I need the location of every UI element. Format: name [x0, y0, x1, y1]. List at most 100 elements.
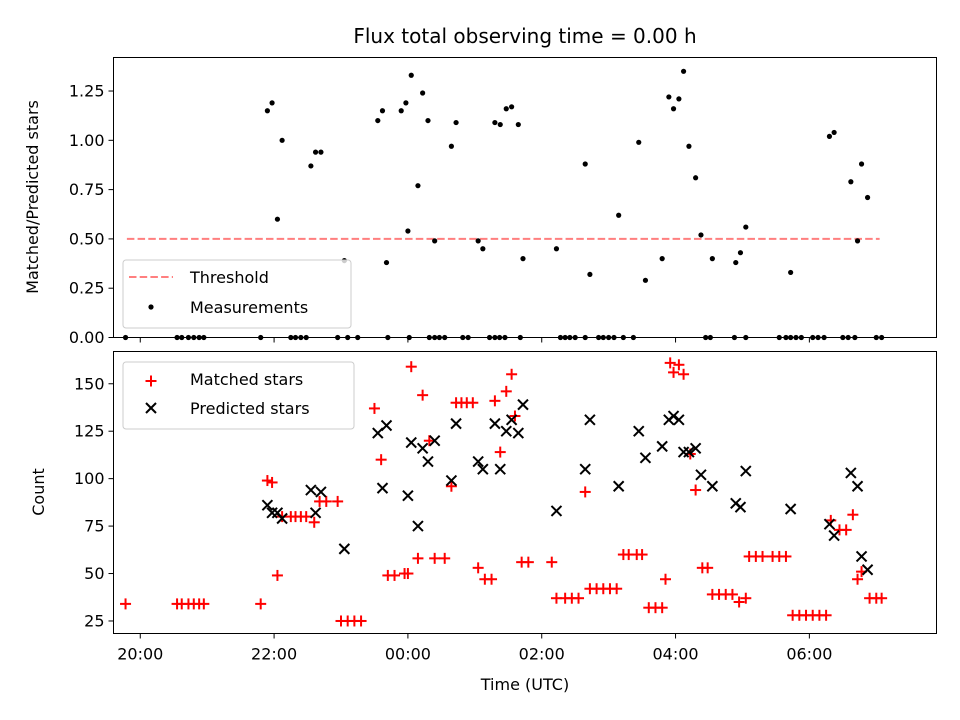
top-plot-frame: [113, 57, 937, 338]
legend-measurements-swatch: [148, 304, 154, 310]
matched-star-point: [847, 509, 859, 521]
predicted-star-point: [376, 482, 389, 494]
measurement-point: [383, 259, 390, 266]
bottom-xtick-label: 22:00: [251, 645, 297, 664]
matched-star-point: [402, 568, 414, 580]
matched-star-point: [579, 486, 591, 498]
matched-star-point: [271, 569, 283, 581]
matched-star-point: [573, 592, 585, 604]
top-panel: 0.00 0.25 0.50 0.75 1.00 1.25 Matched/Predict…: [23, 57, 937, 347]
bottom-plot-frame: [113, 351, 937, 634]
legend-matched-label: Matched stars: [190, 370, 303, 389]
matched-star-point: [412, 552, 424, 564]
measurement-point: [686, 143, 692, 149]
measurement-point: [848, 179, 854, 185]
predicted-star-point: [380, 419, 393, 432]
predicted-star-point: [740, 465, 752, 477]
matched-star-point: [876, 592, 888, 604]
bottom-ytick-label: 25: [84, 611, 104, 630]
measurement-point: [403, 100, 409, 106]
top-legend: Threshold Measurements: [122, 259, 352, 329]
predicted-star-point: [689, 442, 702, 454]
measurements-series: [122, 68, 885, 341]
measurement-point: [788, 269, 794, 276]
measurement-point: [398, 108, 404, 114]
bottom-ytick-label: 125: [74, 422, 105, 441]
predicted-star-point: [633, 425, 645, 437]
measurement-point: [659, 256, 665, 262]
matched-star-point: [546, 556, 558, 568]
legend-threshold-label: Threshold: [189, 268, 269, 287]
measurement-point: [415, 183, 421, 189]
matched-star-point: [656, 602, 668, 614]
predicted-star-point: [505, 414, 518, 426]
measurement-point: [642, 277, 649, 283]
bottom-xtick-label: 00:00: [385, 645, 431, 664]
matched-star-point: [660, 573, 672, 585]
matched-star-point: [198, 598, 210, 610]
predicted-star-point: [855, 550, 868, 563]
measurement-point: [448, 143, 454, 149]
matched-star-point: [852, 573, 864, 585]
top-ytick-label: 0.50: [69, 229, 105, 248]
matched-star-point: [668, 366, 680, 378]
bottom-legend-box: [122, 361, 355, 430]
measurement-point: [279, 137, 285, 143]
measurement-point: [475, 238, 481, 244]
measurement-point: [864, 194, 871, 201]
measurement-point: [503, 106, 509, 112]
bottom-ytick-label: 50: [84, 564, 104, 583]
bottom-xtick-label: 02:00: [519, 645, 565, 664]
predicted-star-point: [261, 499, 274, 511]
matched-star-point: [757, 550, 769, 562]
predicted-star-point: [706, 480, 719, 492]
predicted-star-point: [338, 543, 351, 555]
measurement-point: [408, 72, 414, 78]
predicted-star-point: [612, 480, 625, 492]
predicted-star-point: [450, 417, 462, 430]
measurement-point: [274, 216, 281, 222]
matched-star-point: [355, 615, 367, 627]
matched-star-point: [300, 511, 312, 523]
matched-star-point: [266, 476, 278, 488]
predicted-star-point: [416, 442, 429, 454]
matched-star-point: [780, 550, 792, 562]
predicted-stars-series: [261, 398, 874, 576]
matched-star-point: [733, 596, 745, 608]
figure-title: Flux total observing time = 0.00 h: [353, 24, 696, 48]
matched-star-point: [405, 361, 417, 373]
measurement-point: [492, 119, 498, 126]
predicted-star-point: [579, 463, 591, 475]
matched-star-point: [673, 359, 685, 371]
matched-star-point: [500, 385, 512, 397]
matched-star-point: [472, 562, 484, 574]
matched-star-point: [255, 598, 267, 610]
top-ytick-label: 0.00: [69, 328, 105, 347]
predicted-star-point: [517, 398, 529, 411]
bottom-x-axis: 20:00 22:00 00:00 02:00 04:00 06:00: [117, 633, 832, 664]
top-ytick-label: 1.25: [69, 82, 105, 101]
measurement-point: [670, 106, 677, 112]
predicted-star-point: [823, 518, 836, 530]
predicted-star-point: [512, 427, 525, 439]
bottom-ytick-label: 100: [74, 469, 105, 488]
bottom-y-axis-title: Count: [29, 468, 48, 516]
predicted-star-point: [845, 467, 857, 479]
matched-star-point: [486, 573, 498, 585]
measurement-point: [308, 163, 314, 169]
matched-star-point: [261, 475, 273, 487]
legend-matched-swatch: [145, 375, 157, 387]
predicted-star-point: [639, 452, 652, 464]
measurement-point: [698, 232, 704, 238]
bottom-ytick-label: 150: [74, 374, 105, 393]
top-y-axis-title: Matched/Predicted stars: [23, 100, 42, 294]
predicted-star-point: [402, 490, 414, 502]
matched-star-point: [489, 395, 501, 407]
predicted-star-point: [472, 455, 484, 468]
measurement-point: [515, 121, 521, 128]
bottom-ytick-label: 75: [84, 517, 104, 536]
predicted-star-point: [500, 425, 512, 437]
predicted-star-point: [445, 474, 458, 487]
predicted-star-point: [412, 520, 424, 532]
predicted-star-point: [305, 484, 317, 496]
